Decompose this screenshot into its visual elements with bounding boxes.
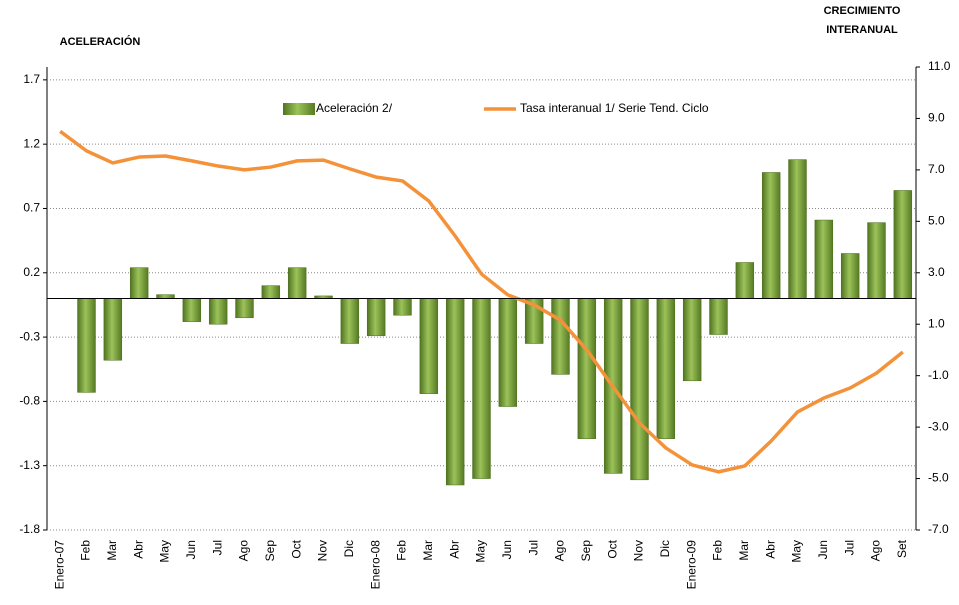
bar [208,298,228,325]
y2-tick-label: 7.0 [928,162,945,176]
bar [393,298,412,316]
legend-swatch [283,103,315,115]
line [59,129,904,474]
y2-axis-title: CRECIMIENTO [824,5,901,17]
bar [840,253,860,299]
x-tick-label: Enero-07 [52,540,66,590]
bar [419,298,439,394]
x-tick-label: Ago [869,540,883,562]
bar [761,172,781,299]
bar [129,267,149,299]
x-tick-label: Jun [816,540,830,559]
bar [156,294,175,299]
bar [577,298,597,439]
y-tick-label: 0.2 [23,265,40,279]
bar [682,298,702,382]
x-tick-label: Mar [105,540,119,561]
x-tick-label: Feb [395,540,409,561]
x-tick-label: Jun [500,540,514,559]
y-tick-label: 0.7 [23,201,40,215]
bar [261,285,281,299]
y2-tick-label: 9.0 [928,111,945,125]
x-tick-label: May [790,540,804,563]
x-tick-label: Jul [526,540,540,555]
y-tick-label: 1.2 [23,136,40,150]
x-tick-label: Enero-08 [368,540,382,590]
y2-tick-label: -5.0 [928,471,949,485]
x-tick-label: Enero-09 [684,540,698,590]
x-tick-label: Abr [763,540,777,559]
bar [551,298,570,375]
x-tick-label: Set [895,539,909,558]
legend-label: Aceleración 2/ [316,101,393,115]
x-tick-label: Mar [737,540,751,561]
y-tick-label: 1.7 [23,72,40,86]
x-tick-label: Nov [316,540,330,561]
bar [287,267,307,299]
y-tick-label: -0.3 [19,329,40,343]
bar [630,298,649,481]
bar [498,298,518,407]
x-tick-label: Oct [605,539,619,558]
bar [77,298,96,393]
bar [472,298,491,479]
bar [235,298,254,319]
bar [445,298,465,486]
y2-tick-label: -7.0 [928,522,949,536]
x-tick-label: Ago [553,540,567,562]
bar [340,298,360,344]
x-tick-label: Mar [421,540,435,561]
x-tick-label: Jul [210,540,224,555]
bar [814,219,834,299]
x-tick-label: Oct [289,539,303,558]
bar [103,298,123,361]
bar [182,298,202,322]
x-tick-label: Feb [711,540,725,561]
legend-label: Tasa interanual 1/ Serie Tend. Ciclo [520,101,709,115]
x-tick-label: Jul [842,540,856,555]
y-tick-label: -1.8 [19,522,40,536]
x-tick-label: Dic [342,540,356,557]
bar [709,298,728,335]
y2-tick-label: 11.0 [928,59,951,73]
x-tick-label: Sep [263,540,277,562]
x-tick-label: Jun [184,540,198,559]
y2-tick-label: 3.0 [928,265,945,279]
bar [893,190,913,299]
y-axis-title: ACELERACIÓN [60,35,141,48]
y2-tick-label: -1.0 [928,368,949,382]
y2-tick-label: 5.0 [928,214,945,228]
x-tick-label: Nov [632,540,646,561]
bar [366,298,386,337]
y2-tick-label: -3.0 [928,419,949,433]
x-tick-label: Feb [79,540,93,561]
x-tick-label: Abr [447,540,461,559]
y2-tick-label: 1.0 [928,316,945,330]
bar [788,159,807,299]
x-tick-label: Ago [237,540,251,562]
bar [656,298,676,439]
x-tick-label: May [474,540,488,563]
x-tick-label: May [158,540,172,563]
y2-axis-title: INTERANUAL [826,24,898,36]
x-tick-label: Sep [579,540,593,562]
y-tick-label: -0.8 [19,394,40,408]
bar [867,222,886,299]
x-tick-label: Abr [131,540,145,559]
bar [735,262,755,299]
x-tick-label: Dic [658,540,672,557]
y-tick-label: -1.3 [19,458,40,472]
